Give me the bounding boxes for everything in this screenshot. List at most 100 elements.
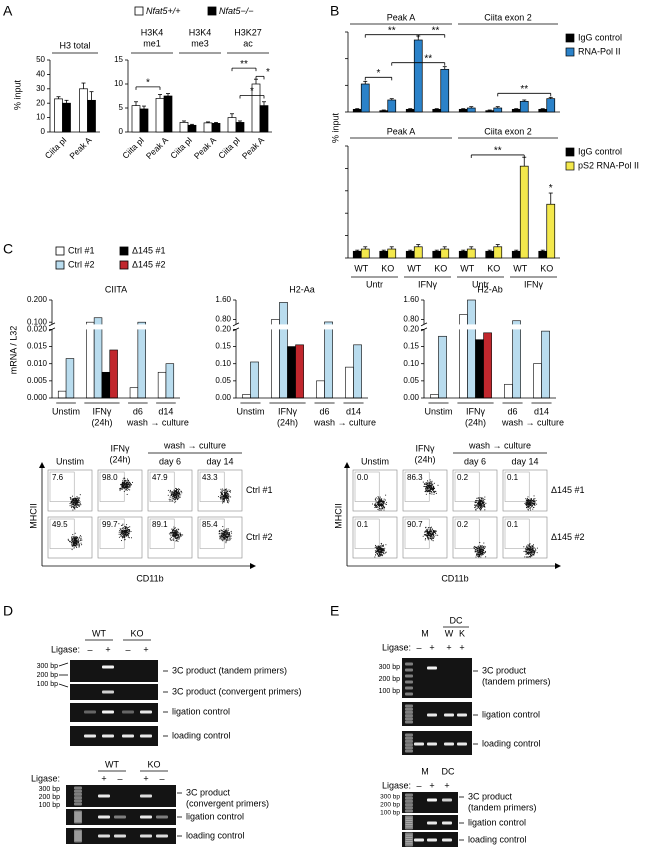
flow-event: [482, 499, 484, 502]
flow-event: [475, 504, 478, 506]
flow-event: [377, 496, 379, 498]
flow-event: [524, 502, 526, 505]
y-tick-label: 0.15: [403, 342, 419, 351]
flow-event: [523, 550, 525, 552]
band: [405, 841, 413, 845]
gate: [199, 471, 225, 502]
flow-event: [73, 501, 75, 503]
chart-title: H2-Ab: [477, 284, 503, 294]
bar: [211, 123, 221, 133]
band: [74, 812, 82, 816]
condition-label: Untr: [366, 279, 383, 289]
flow-event: [120, 531, 122, 533]
flow-event: [432, 483, 434, 485]
flow-event: [433, 530, 436, 532]
flow-event: [122, 482, 124, 484]
flow-event: [225, 490, 227, 492]
band: [405, 680, 413, 684]
flow-event: [378, 548, 380, 550]
flow-event: [221, 534, 224, 536]
y-axis-label: % input: [12, 79, 22, 110]
flow-event: [483, 552, 485, 555]
flow-event: [225, 529, 227, 531]
bar: [87, 99, 96, 133]
flow-event: [429, 479, 431, 481]
flow-event: [476, 549, 478, 551]
flow-event: [126, 531, 129, 533]
ligase-sign: +: [429, 642, 434, 652]
flow-event: [480, 545, 482, 547]
break-mark: [48, 322, 56, 327]
flow-event: [72, 498, 74, 500]
flow-event: [127, 485, 129, 488]
flow-event: [77, 544, 79, 546]
flow-event: [229, 491, 231, 493]
flow-event: [432, 537, 434, 539]
flow-event: [528, 550, 530, 552]
band: [98, 834, 110, 838]
flow-event: [172, 529, 174, 531]
flow-event: [432, 486, 434, 488]
wash-label: wash → culture: [126, 417, 189, 427]
flow-event: [121, 529, 123, 531]
flow-event: [379, 497, 381, 499]
flow-event: [223, 495, 226, 497]
band: [405, 739, 413, 743]
flow-event: [378, 550, 380, 552]
flow-event: [526, 504, 528, 506]
flow-event: [78, 501, 80, 504]
flow-event: [120, 484, 122, 486]
flow-event: [525, 556, 527, 558]
significance: **: [432, 25, 440, 36]
flow-event: [481, 504, 483, 506]
condition-label: IFNγ: [418, 279, 437, 289]
flow-event: [126, 487, 128, 489]
flow-event: [224, 534, 226, 536]
group-label: d14: [346, 406, 361, 416]
flow-event: [230, 530, 232, 533]
flow-event: [223, 532, 225, 534]
flow-event: [435, 534, 437, 536]
flow-event: [378, 498, 380, 500]
flow-event: [478, 508, 480, 510]
flow-event: [529, 503, 531, 505]
flow-event: [227, 539, 229, 541]
flow-event: [72, 502, 74, 504]
bar: [295, 344, 304, 399]
flow-event: [74, 543, 76, 545]
flow-event: [129, 483, 131, 485]
flow-event: [382, 545, 385, 547]
flow-event: [376, 546, 378, 549]
flow-event: [172, 528, 174, 530]
flow-event: [380, 542, 382, 544]
flow-event: [375, 502, 377, 504]
flow-event: [121, 483, 123, 485]
bar: [546, 203, 556, 259]
flow-event: [484, 551, 486, 554]
flow-event: [228, 538, 230, 540]
bar: [467, 299, 476, 399]
flow-event: [533, 550, 535, 552]
flow-event: [532, 552, 534, 554]
flow-event: [425, 531, 427, 533]
flow-event: [73, 505, 76, 507]
flow-event: [174, 497, 176, 499]
gate-percentage: 0.2: [457, 520, 469, 529]
band: [74, 829, 82, 833]
band: [427, 742, 437, 746]
legend-label: Nfat5+/+: [146, 6, 181, 16]
flow-event: [79, 503, 81, 505]
flow-event: [375, 545, 377, 547]
flow-event: [484, 546, 487, 548]
y-tick-label: 15: [114, 55, 123, 64]
flow-event: [71, 506, 73, 508]
bar: [430, 394, 439, 399]
wash-label: wash → culture: [501, 417, 564, 427]
lane-label: W: [445, 628, 454, 638]
bar: [485, 110, 495, 113]
flow-event: [483, 545, 485, 547]
y-tick-label: 0.05: [215, 376, 231, 385]
flow-event: [219, 531, 221, 533]
flow-event: [383, 553, 385, 555]
